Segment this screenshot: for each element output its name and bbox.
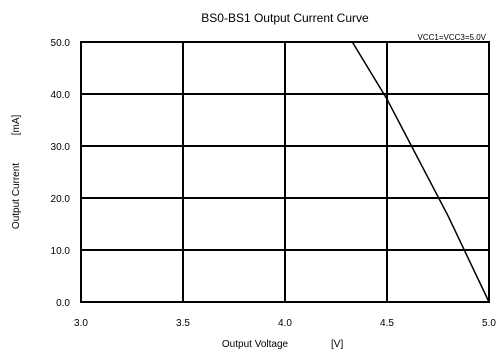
x-tick-label: 4.0 [278, 318, 292, 329]
y-tick-label: 10.0 [51, 246, 71, 257]
grid [80, 41, 490, 303]
plot-frame [80, 41, 490, 303]
y-tick-labels: 0.0 10.0 20.0 30.0 40.0 50.0 [51, 38, 71, 309]
series-layer [351, 41, 490, 303]
x-axis-unit: [V] [331, 339, 343, 350]
x-tick-label: 5.0 [482, 318, 496, 329]
y-tick-label: 20.0 [51, 194, 71, 205]
y-tick-label: 0.0 [56, 298, 70, 309]
y-axis-unit: [mA] [11, 115, 22, 136]
y-tick-label: 40.0 [51, 90, 71, 101]
y-axis-label: Output Current [11, 163, 22, 229]
chart-title: BS0-BS1 Output Current Curve [201, 11, 369, 25]
chart-annotation: VCC1=VCC3=5.0V [418, 33, 487, 42]
x-tick-label: 3.5 [176, 318, 190, 329]
x-tick-label: 3.0 [74, 318, 88, 329]
y-tick-label: 30.0 [51, 142, 71, 153]
x-tick-label: 4.5 [380, 318, 394, 329]
x-axis-label: Output Voltage [222, 339, 289, 350]
output-current-line [351, 41, 490, 303]
x-tick-labels: 3.0 3.5 4.0 4.5 5.0 [74, 318, 496, 329]
y-tick-label: 50.0 [51, 38, 71, 49]
